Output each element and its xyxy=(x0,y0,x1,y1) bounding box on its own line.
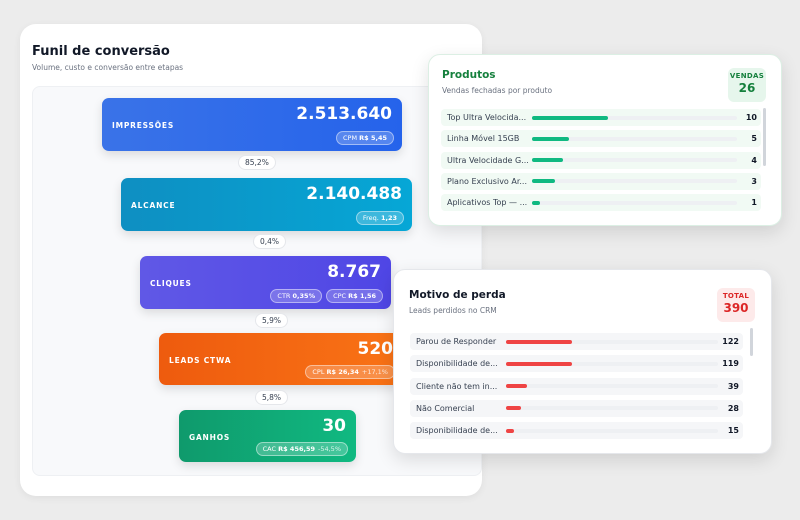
loss-reason-row[interactable]: Parou de Responder 122 xyxy=(410,333,743,350)
product-value: 5 xyxy=(751,134,757,144)
metric-chip-frequency: Freq. 1,23 xyxy=(355,211,404,225)
stage-leads-ctwa[interactable]: LEADS CTWA 520 CPL R$ 26,34 +17,1% xyxy=(159,333,403,385)
loss-reason-label: Disponibilidade de... xyxy=(416,359,498,369)
stage-label: IMPRESSÕES xyxy=(112,121,175,130)
funnel-card: Funil de conversão Volume, custo e conve… xyxy=(20,24,482,496)
stage-label: LEADS CTWA xyxy=(169,356,232,365)
loss-reasons-panel: Motivo de perda Leads perdidos no CRM TO… xyxy=(393,269,772,454)
product-value: 1 xyxy=(751,198,757,208)
stage-clicks[interactable]: CLIQUES 8.767 CTR 0,35% CPC R$ 1,56 xyxy=(140,256,391,309)
products-panel: Produtos Vendas fechadas por produto VEN… xyxy=(428,54,782,226)
product-row[interactable]: Top Ultra Velocida... 10 xyxy=(441,109,761,126)
loss-reason-value: 15 xyxy=(727,426,739,436)
stage-won[interactable]: GANHOS 30 CAC R$ 456,59 -54,5% xyxy=(179,410,356,462)
product-row[interactable]: Linha Móvel 15GB 5 xyxy=(441,130,761,148)
products-scrollbar[interactable] xyxy=(763,108,766,166)
loss-reason-bar-fill xyxy=(506,428,515,433)
metric-chip-cac: CAC R$ 456,59 -54,5% xyxy=(255,442,348,456)
product-bar-track xyxy=(532,136,737,141)
product-bar-track xyxy=(532,158,737,163)
conversion-rate: 5,9% xyxy=(255,313,289,328)
product-value: 4 xyxy=(751,155,757,165)
sales-count-badge: VENDAS 26 xyxy=(728,68,766,102)
loss-reason-row[interactable]: Disponibilidade de... 15 xyxy=(410,422,743,440)
loss-reason-row[interactable]: Não Comercial 28 xyxy=(410,399,743,417)
stage-value: 520 xyxy=(357,339,394,359)
product-bar-track xyxy=(532,179,737,184)
stage-value: 2.513.640 xyxy=(296,104,392,124)
loss-reason-bar-track xyxy=(506,384,718,389)
loss-reason-row[interactable]: Cliente não tem in... 39 xyxy=(410,377,743,395)
loss-reason-bar-track xyxy=(506,361,718,366)
loss-reason-bar-track xyxy=(506,339,718,344)
loss-reason-bar-track xyxy=(506,406,718,411)
product-label: Aplicativos Top — ... xyxy=(447,198,528,208)
metric-chip-ctr: CTR 0,35% xyxy=(270,289,323,303)
product-label: Plano Exclusivo Ar... xyxy=(447,176,528,186)
conversion-rate: 0,4% xyxy=(253,234,287,249)
stage-label: GANHOS xyxy=(189,433,231,442)
product-bar-fill xyxy=(532,158,563,163)
products-subtitle: Vendas fechadas por produto xyxy=(442,86,553,95)
loss-reason-value: 39 xyxy=(727,381,739,391)
product-value: 10 xyxy=(745,113,757,122)
funnel-title: Funil de conversão xyxy=(32,44,170,59)
loss-reason-label: Cliente não tem in... xyxy=(416,381,498,391)
loss-reason-bar-fill xyxy=(506,384,528,389)
product-label: Ultra Velocidade G... xyxy=(447,155,529,165)
conversion-rate: 85,2% xyxy=(238,155,276,170)
loss-subtitle: Leads perdidos no CRM xyxy=(409,306,497,315)
loss-reason-value: 119 xyxy=(722,359,739,369)
loss-reason-bar-fill xyxy=(506,339,572,344)
stage-label: CLIQUES xyxy=(150,279,192,288)
metric-chip-cpm: CPM R$ 5,45 xyxy=(336,131,394,145)
loss-title: Motivo de perda xyxy=(409,289,506,301)
product-bar-track xyxy=(532,115,737,120)
stage-impressions[interactable]: IMPRESSÕES 2.513.640 CPM R$ 5,45 xyxy=(102,98,402,151)
loss-reason-value: 122 xyxy=(722,337,739,346)
product-bar-fill xyxy=(532,179,555,184)
loss-reason-label: Disponibilidade de... xyxy=(416,426,498,436)
metric-chip-cpc: CPC R$ 1,56 xyxy=(326,289,383,303)
stage-reach[interactable]: ALCANCE 2.140.488 Freq. 1,23 xyxy=(121,178,412,231)
product-bar-track xyxy=(532,200,737,205)
product-row[interactable]: Ultra Velocidade G... 4 xyxy=(441,151,761,169)
funnel-chart: IMPRESSÕES 2.513.640 CPM R$ 5,45 85,2% A… xyxy=(32,86,482,476)
stage-label: ALCANCE xyxy=(131,201,176,210)
conversion-rate: 5,8% xyxy=(255,390,289,405)
loss-total-badge: TOTAL 390 xyxy=(717,288,755,322)
product-bar-fill xyxy=(532,200,541,205)
loss-reason-bar-fill xyxy=(506,406,521,411)
product-label: Linha Móvel 15GB xyxy=(447,134,520,144)
product-label: Top Ultra Velocida... xyxy=(447,113,527,122)
loss-reason-label: Parou de Responder xyxy=(416,337,497,346)
loss-reason-row[interactable]: Disponibilidade de... 119 xyxy=(410,355,743,373)
product-value: 3 xyxy=(751,176,757,186)
loss-reason-value: 28 xyxy=(727,403,739,413)
metric-chip-cpl: CPL R$ 26,34 +17,1% xyxy=(305,365,395,379)
products-title: Produtos xyxy=(442,69,496,81)
loss-reason-bar-fill xyxy=(506,361,572,366)
stage-value: 30 xyxy=(322,416,346,436)
loss-reason-label: Não Comercial xyxy=(416,403,475,413)
stage-value: 8.767 xyxy=(327,262,381,282)
product-bar-fill xyxy=(532,115,608,120)
stage-value: 2.140.488 xyxy=(306,184,402,204)
loss-reason-bar-track xyxy=(506,428,718,433)
product-row[interactable]: Aplicativos Top — ... 1 xyxy=(441,194,761,212)
funnel-subtitle: Volume, custo e conversão entre etapas xyxy=(32,63,184,72)
product-bar-fill xyxy=(532,136,569,141)
product-row[interactable]: Plano Exclusivo Ar... 3 xyxy=(441,172,761,190)
loss-scrollbar[interactable] xyxy=(750,328,753,356)
